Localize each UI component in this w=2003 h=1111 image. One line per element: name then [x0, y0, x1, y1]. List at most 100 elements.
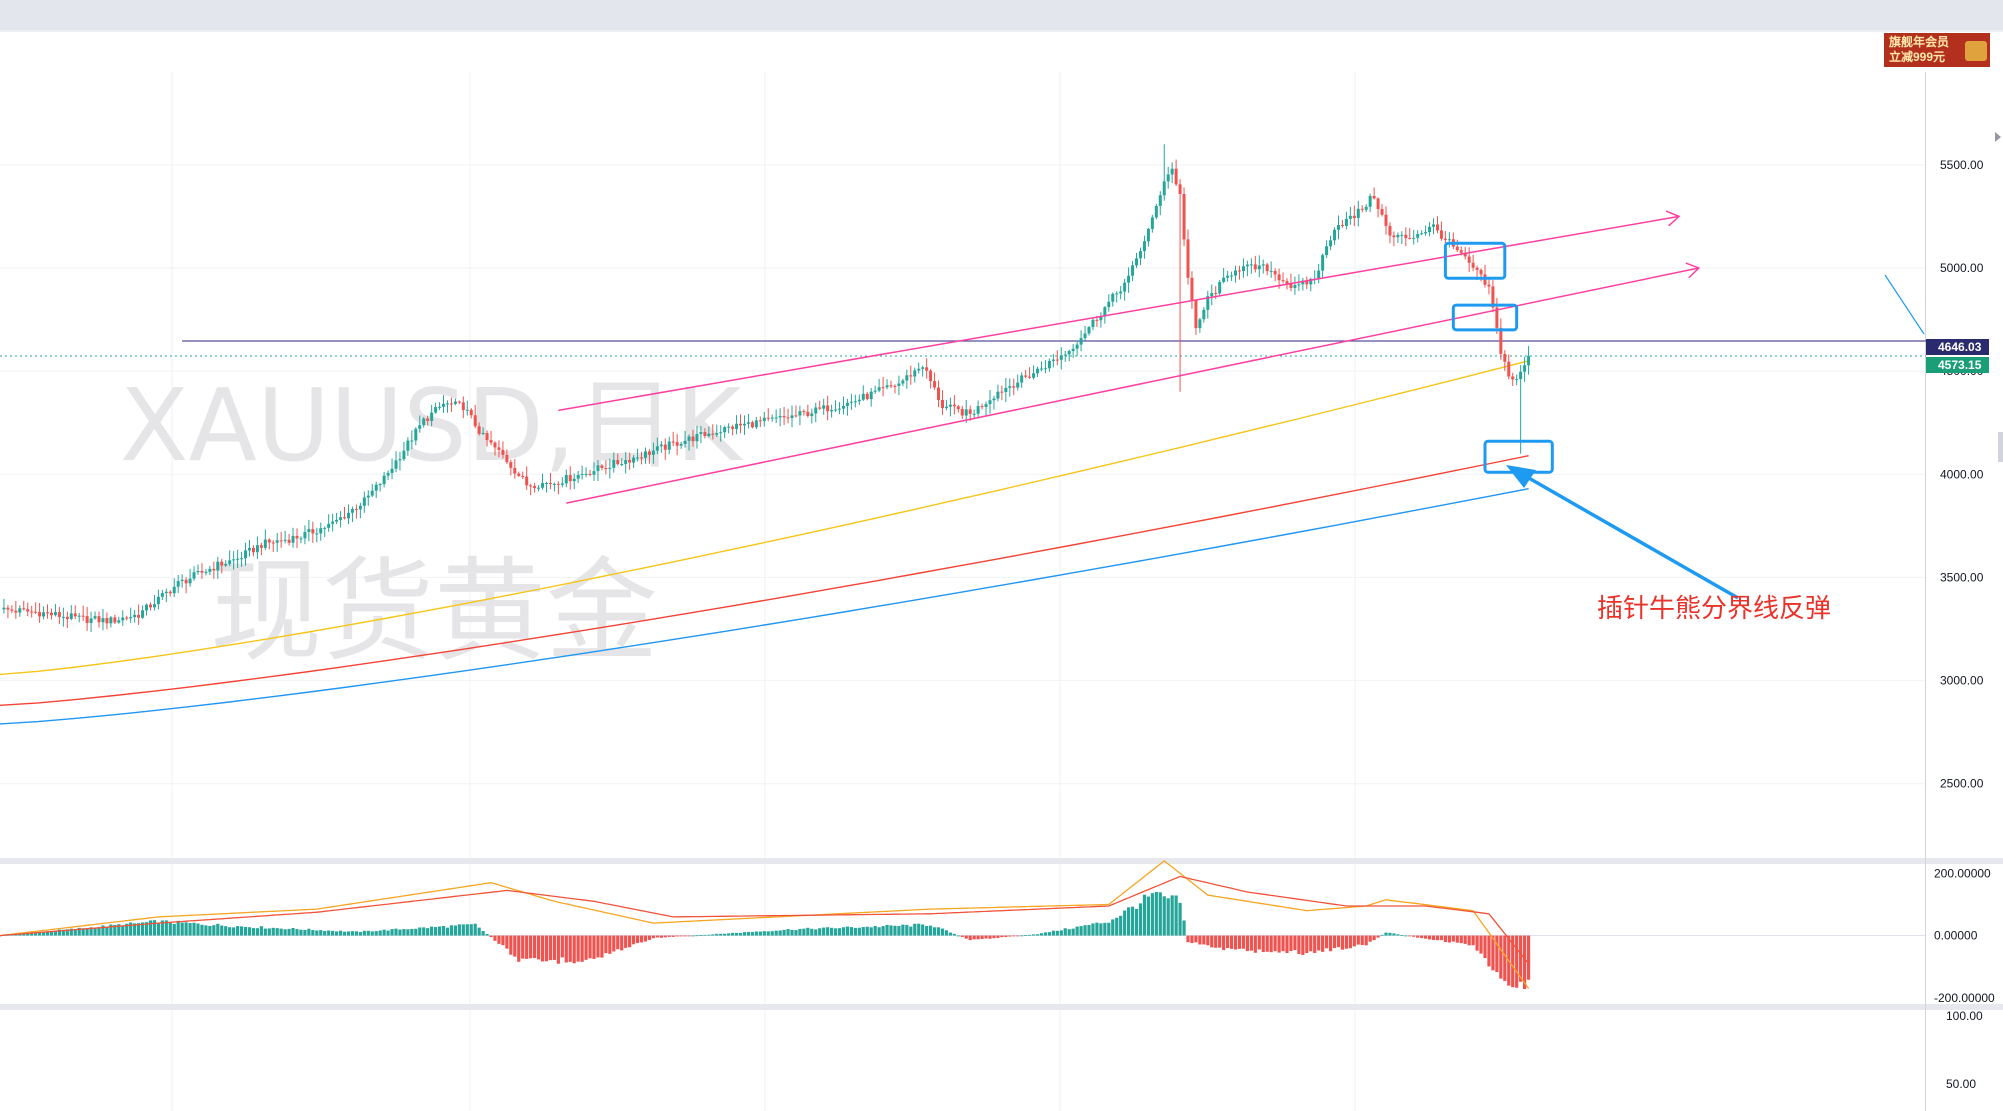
macd-histogram-bar — [1261, 935, 1265, 953]
candle-body — [636, 457, 640, 459]
candle-body — [418, 425, 422, 429]
price-axis[interactable]: 5500.005000.004500.004000.003500.003000.… — [1934, 132, 2003, 1091]
macd-histogram-bar — [1511, 935, 1515, 988]
candle-body — [766, 417, 770, 419]
promo-banner[interactable]: 旗舰年会员 立减999元 — [1884, 33, 1990, 67]
macd-histogram-bar — [65, 929, 69, 936]
macd-histogram-bar — [877, 927, 881, 936]
price-tick-label: 4000.00 — [1940, 467, 1984, 481]
trend-channel[interactable] — [558, 210, 1701, 504]
macd-histogram-bar — [1364, 935, 1368, 946]
macd-histogram-bar — [742, 932, 747, 936]
macd-histogram-bar — [639, 935, 644, 943]
candle-body — [1103, 307, 1107, 317]
macd-histogram-bar — [592, 935, 596, 959]
macd-histogram-bar — [560, 935, 564, 958]
candle-body — [255, 545, 259, 553]
candle-body — [1241, 266, 1245, 272]
macd-histogram-bar — [236, 926, 240, 936]
candle-body — [1455, 246, 1459, 251]
candle-body — [778, 416, 782, 418]
macd-histogram-bar — [604, 935, 608, 954]
candle-body — [1230, 275, 1234, 277]
candle-body — [438, 406, 442, 408]
candle-body — [659, 444, 663, 447]
candle-body — [572, 478, 576, 482]
candle-body — [184, 579, 188, 584]
candle-body — [1523, 365, 1527, 372]
macd-histogram-bar — [1305, 935, 1309, 954]
macd-histogram-bar — [861, 927, 865, 936]
candle-body — [838, 408, 842, 410]
macd-histogram-bar — [972, 935, 976, 940]
macd-histogram-bar — [513, 935, 517, 957]
candle-body — [1515, 379, 1519, 381]
macd-histogram-bar — [505, 935, 509, 949]
candle-body — [996, 391, 1000, 399]
price-tick-label: 3500.00 — [1940, 570, 1984, 584]
macd-histogram-bar — [263, 928, 267, 936]
macd-histogram-bar — [1079, 926, 1083, 936]
macd-histogram-bar — [731, 932, 735, 936]
macd-histogram-bar — [184, 922, 188, 936]
candle-body — [1253, 264, 1257, 270]
macd-histogram-bar — [133, 923, 137, 936]
macd-histogram-bar — [624, 935, 628, 948]
pane-dividers — [0, 72, 2003, 1111]
candle-body — [1237, 270, 1241, 272]
candle-body — [129, 617, 133, 619]
macd-histogram-bar — [1503, 935, 1507, 981]
macd-histogram-bar — [441, 925, 446, 936]
channel-arrowhead — [1665, 210, 1681, 227]
candle-body — [533, 486, 537, 489]
horizontal-level-line[interactable] — [0, 340, 1926, 357]
candle-body — [1507, 361, 1511, 377]
macd-histogram-bar — [1103, 922, 1107, 936]
macd-histogram-bar — [1008, 935, 1012, 937]
annotation-arrow[interactable] — [1506, 274, 1925, 600]
macd-histogram-bar — [762, 931, 766, 936]
macd-histogram-bar — [548, 935, 553, 961]
candle-body — [675, 442, 679, 446]
macd-histogram-bar — [778, 930, 782, 936]
macd-histogram-bar — [1111, 919, 1115, 936]
macd-histogram-bar — [465, 924, 469, 936]
macd-histogram-bar — [489, 935, 493, 938]
macd-histogram-bar — [422, 927, 426, 936]
macd-histogram-bar — [885, 924, 889, 936]
candle-body — [1142, 241, 1146, 252]
macd-histogram-bar — [1400, 934, 1404, 936]
macd-histogram-bar — [38, 932, 42, 936]
price-tags: 4646.03 4573.15 — [1926, 339, 1989, 373]
candle-body — [216, 561, 220, 571]
candle-body — [588, 473, 592, 475]
macd-histogram-bar — [651, 935, 655, 939]
macd-histogram-bar — [913, 923, 917, 936]
macd-histogram-bar — [600, 935, 604, 958]
candle-body — [683, 440, 687, 444]
connector-line — [1884, 274, 1925, 335]
macd-histogram-bar — [1435, 935, 1440, 941]
candle-body — [731, 426, 735, 429]
macd-histogram-bar — [445, 927, 450, 936]
macd-histogram-bar — [1107, 922, 1111, 936]
candle-body — [853, 401, 857, 403]
candle-body — [1099, 316, 1103, 321]
channel-line-1 — [558, 215, 1680, 412]
candle-body — [73, 613, 77, 617]
candle-body — [806, 411, 810, 416]
hline-price-label: 4646.03 — [1938, 340, 1982, 354]
macd-histogram-bar — [354, 931, 358, 936]
macd-histogram-bar — [1455, 935, 1459, 943]
candle-body — [1051, 359, 1055, 361]
macd-histogram-bar — [1174, 895, 1178, 936]
macd-histogram-bar — [22, 933, 26, 936]
macd-histogram-bar — [786, 929, 790, 936]
candle-body — [715, 433, 719, 435]
candle-body — [1519, 371, 1523, 380]
highlight-boxes[interactable] — [1443, 241, 1554, 474]
macd-histogram-bar — [418, 927, 422, 936]
candle-body — [584, 473, 588, 475]
candle-body — [640, 457, 644, 459]
